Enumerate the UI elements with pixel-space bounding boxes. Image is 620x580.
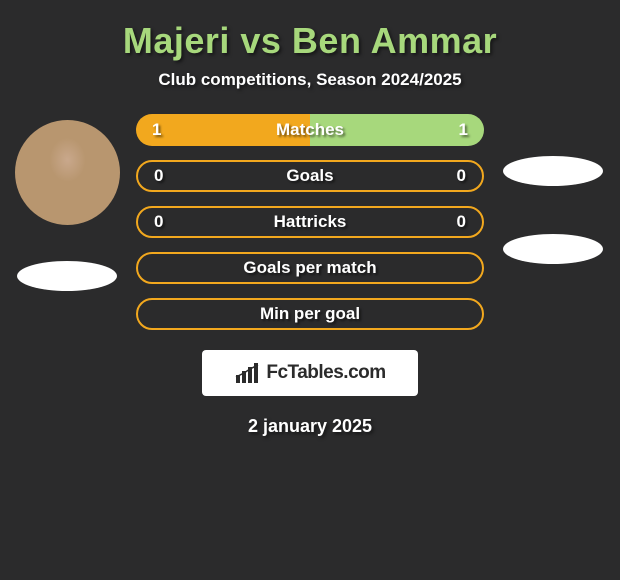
stat-value-p1: 0	[154, 166, 163, 186]
logo-bars-icon	[234, 363, 262, 383]
stat-value-p2: 0	[457, 212, 466, 232]
player1-avatar	[15, 120, 120, 225]
player1-side	[12, 114, 122, 330]
logo: FcTables.com	[202, 350, 418, 396]
subtitle: Club competitions, Season 2024/2025	[0, 70, 620, 114]
stat-label: Goals per match	[243, 258, 376, 278]
player2-nameplate-2	[503, 234, 603, 264]
stat-label: Matches	[276, 120, 344, 140]
stat-value-p1: 0	[154, 212, 163, 232]
stat-label: Hattricks	[274, 212, 347, 232]
stat-bar: 0 Goals 0	[136, 160, 484, 192]
stat-value-p2: 1	[459, 120, 468, 140]
stat-bar: 1 Matches 1	[136, 114, 484, 146]
stat-value-p1: 1	[152, 120, 161, 140]
stat-label: Goals	[286, 166, 333, 186]
stat-label: Min per goal	[260, 304, 360, 324]
player2-nameplate	[503, 156, 603, 186]
stat-bar: Min per goal	[136, 298, 484, 330]
player1-nameplate	[17, 261, 117, 291]
stat-bar: 0 Hattricks 0	[136, 206, 484, 238]
comparison-content: 1 Matches 1 0 Goals 0 0 Hattricks 0 Goals per mat…	[0, 114, 620, 330]
stat-bars: 1 Matches 1 0 Goals 0 0 Hattricks 0 Goals per mat…	[136, 114, 484, 330]
stat-value-p2: 0	[457, 166, 466, 186]
player2-side	[498, 114, 608, 330]
logo-text: FcTables.com	[266, 362, 385, 384]
page-title: Majeri vs Ben Ammar	[0, 0, 620, 70]
stat-bar: Goals per match	[136, 252, 484, 284]
date-label: 2 january 2025	[0, 416, 620, 437]
